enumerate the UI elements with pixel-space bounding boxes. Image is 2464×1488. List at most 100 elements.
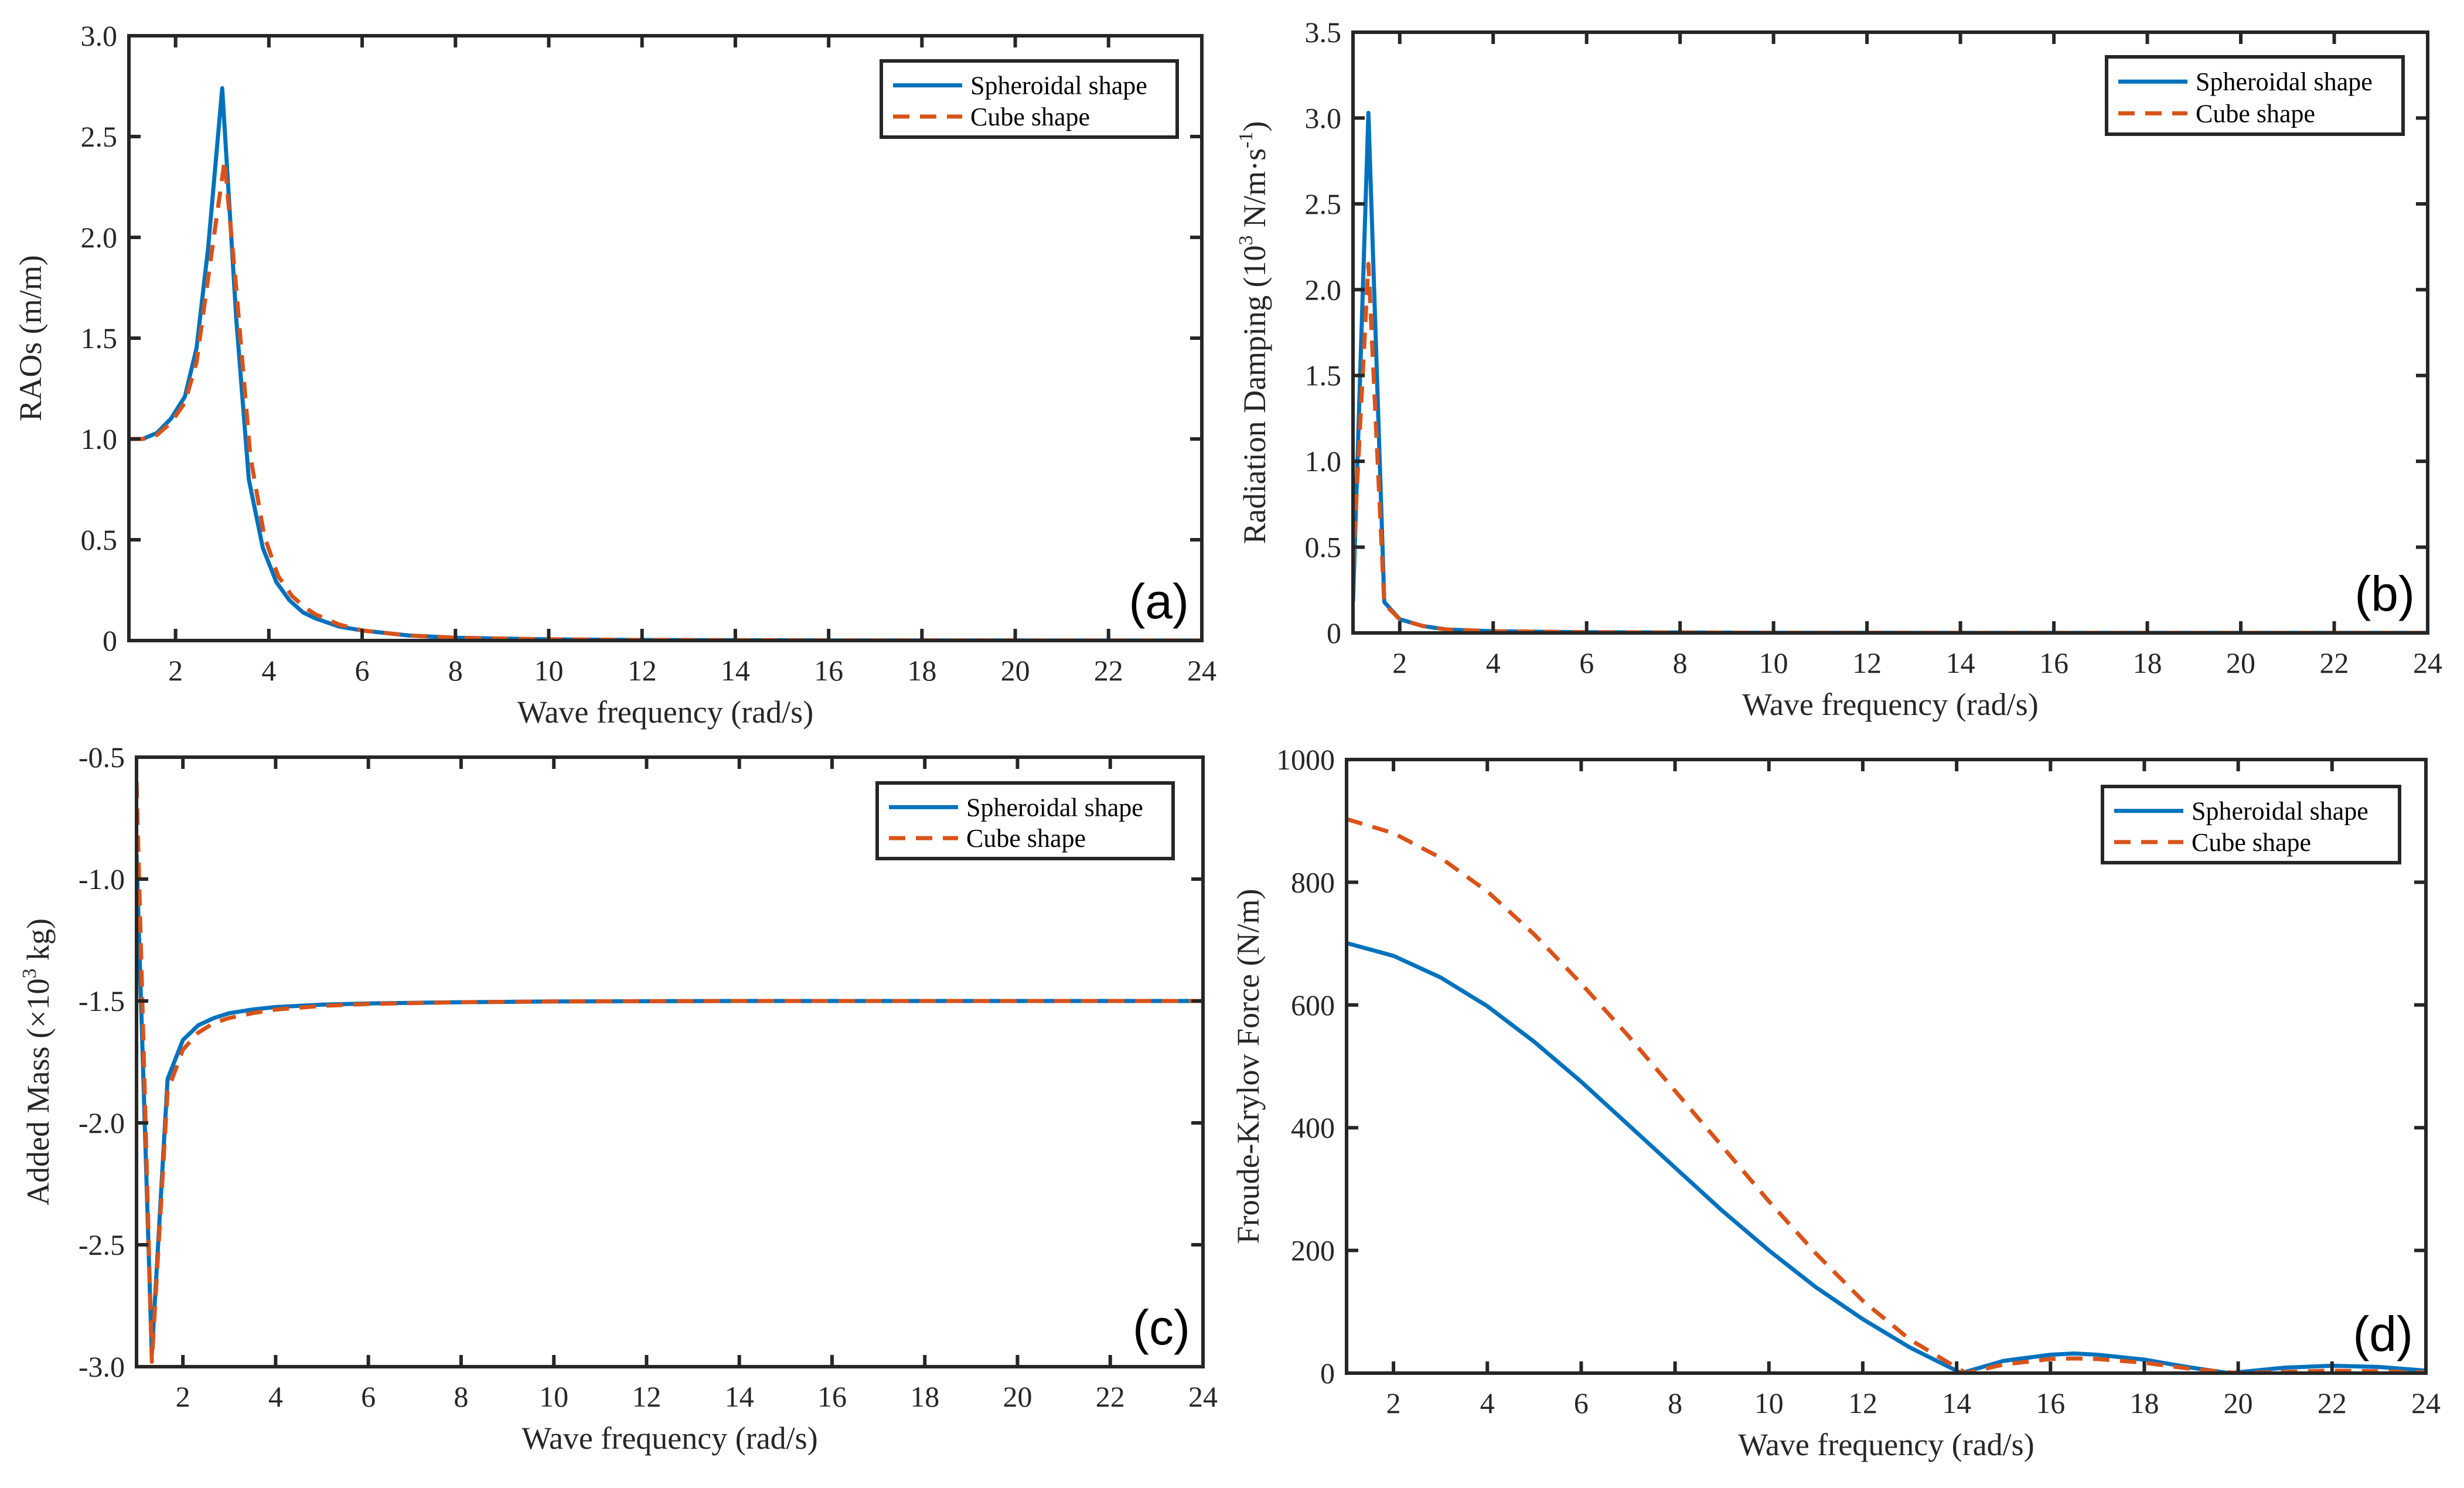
x-axis-label: Wave frequency (rad/s) (517, 694, 813, 730)
plot-lines (129, 86, 1202, 641)
y-tick-label: -0.5 (79, 741, 125, 774)
x-tick-label: 16 (814, 654, 843, 687)
x-tick-label: 20 (2224, 1387, 2253, 1419)
x-tick-label: 6 (355, 654, 370, 687)
x-tick-label: 6 (361, 1380, 376, 1413)
x-tick-label: 18 (2129, 1387, 2159, 1419)
series-line-cube (137, 781, 1203, 1364)
legend-box (875, 781, 1175, 860)
x-tick-label: 10 (1759, 646, 1788, 679)
legend: Spheroidal shape Cube shape (875, 781, 1175, 860)
y-tick-label: 3.5 (1305, 16, 1342, 49)
x-tick-label: 8 (1673, 646, 1688, 679)
y-axis-label: RAOs (m/m) (13, 255, 48, 421)
x-axis-label: Wave frequency (rad/s) (522, 1421, 817, 1456)
panel-a: 2 4 6 8 10 12 14 16 18 20 22 2400.51.01.52.02.53.0 … (13, 19, 1216, 730)
y-axis-label: Froude-Krylov Force (N/m) (1231, 889, 1266, 1244)
series-line-cube (1353, 261, 2428, 633)
plot-lines (137, 781, 1203, 1364)
legend-label-spheroidal: Spheroidal shape (966, 793, 1143, 822)
x-tick-label: 20 (1001, 654, 1030, 687)
x-tick-label: 22 (2318, 1387, 2347, 1419)
x-tick-label: 12 (628, 654, 657, 687)
x-axis-label: Wave frequency (rad/s) (1738, 1427, 2034, 1462)
y-tick-label: -3.0 (79, 1350, 125, 1383)
panel-c: 2 4 6 8 10 12 14 16 18 20 22 24-3.0-2.5-2.0-1.5-1.0… (19, 741, 1218, 1456)
legend: Spheroidal shape Cube shape (880, 59, 1179, 139)
plot-lines (1347, 817, 2426, 1373)
legend-box (880, 59, 1179, 139)
x-tick-label: 14 (725, 1380, 754, 1413)
panel-label: (d) (2353, 1306, 2413, 1361)
x-tick-label: 4 (1486, 646, 1501, 679)
x-tick-label: 10 (1754, 1387, 1784, 1419)
axis-ticks: 2 4 6 8 10 12 14 16 18 20 22 2400.51.01.52.02.53.03… (1305, 16, 2443, 679)
x-tick-label: 4 (261, 654, 276, 687)
legend: Spheroidal shape Cube shape (2105, 55, 2405, 136)
x-tick-label: 16 (817, 1380, 847, 1413)
panel-b: 2 4 6 8 10 12 14 16 18 20 22 2400.51.01.52.02.53.03… (1235, 16, 2442, 722)
series-line-spheroidal (1353, 111, 2428, 633)
x-tick-label: 2 (168, 654, 183, 687)
x-tick-label: 18 (907, 654, 936, 687)
legend-label-cube: Cube shape (966, 824, 1086, 853)
x-tick-label: 22 (1096, 1380, 1125, 1413)
legend-label-cube: Cube shape (2192, 828, 2311, 857)
x-tick-label: 12 (1848, 1387, 1877, 1419)
x-tick-label: 14 (1942, 1387, 1971, 1419)
y-tick-label: 1.0 (81, 423, 118, 455)
y-tick-label: -2.5 (79, 1228, 125, 1261)
legend-box (2101, 785, 2401, 864)
x-axis-label: Wave frequency (rad/s) (1742, 687, 2038, 722)
x-tick-label: 14 (1946, 646, 1975, 679)
x-tick-label: 8 (454, 1380, 468, 1413)
x-tick-label: 20 (2226, 646, 2255, 679)
x-tick-label: 18 (910, 1380, 939, 1413)
y-tick-label: 2.0 (1305, 273, 1342, 306)
x-tick-label: 6 (1574, 1387, 1589, 1419)
legend: Spheroidal shape Cube shape (2101, 785, 2401, 864)
panel-label: (b) (2354, 566, 2415, 621)
axis-ticks: 2 4 6 8 10 12 14 16 18 20 22 24-3.0-2.5-2.0-1.5-1.0… (79, 741, 1218, 1413)
axes-frame (1351, 30, 2429, 635)
y-axis-label: Radiation Damping (103 N/m·s-1) (1235, 121, 1272, 544)
y-tick-label: 3.0 (81, 19, 118, 52)
y-tick-label: 800 (1291, 866, 1335, 898)
x-tick-label: 16 (2036, 1387, 2065, 1419)
x-tick-label: 24 (1187, 654, 1216, 687)
y-tick-label: 400 (1291, 1111, 1335, 1144)
x-tick-label: 2 (1392, 646, 1407, 679)
axes-frame (127, 34, 1204, 642)
y-tick-label: 2.5 (1305, 188, 1342, 220)
x-tick-label: 6 (1579, 646, 1594, 679)
axes-frame (1345, 758, 2428, 1375)
x-tick-label: 24 (2411, 1387, 2441, 1419)
y-tick-label: 2.5 (81, 120, 118, 153)
y-axis-label: Added Mass (×103 kg) (19, 918, 56, 1206)
x-tick-label: 10 (539, 1380, 568, 1413)
series-line-cube (1347, 817, 2426, 1373)
series-line-spheroidal (129, 86, 1202, 641)
y-tick-label: 2.0 (81, 221, 118, 254)
x-tick-label: 24 (2413, 646, 2442, 679)
x-tick-label: 8 (448, 654, 463, 687)
x-tick-label: 12 (632, 1380, 661, 1413)
legend-box (2105, 55, 2405, 136)
x-tick-label: 4 (1480, 1387, 1495, 1419)
y-tick-label: 0.5 (1305, 531, 1342, 564)
x-tick-label: 24 (1188, 1380, 1218, 1413)
y-tick-label: -2.0 (79, 1106, 125, 1139)
series-line-cube (129, 158, 1202, 641)
panel-label: (c) (1133, 1300, 1190, 1355)
x-tick-label: 2 (1386, 1387, 1401, 1419)
x-tick-label: 12 (1852, 646, 1882, 679)
x-tick-label: 18 (2133, 646, 2162, 679)
y-tick-label: 1.5 (1305, 359, 1342, 392)
x-tick-label: 14 (721, 654, 750, 687)
y-tick-label: 0.5 (81, 523, 118, 556)
x-tick-label: 10 (534, 654, 563, 687)
x-tick-label: 16 (2039, 646, 2068, 679)
y-tick-label: 3.0 (1305, 101, 1342, 134)
